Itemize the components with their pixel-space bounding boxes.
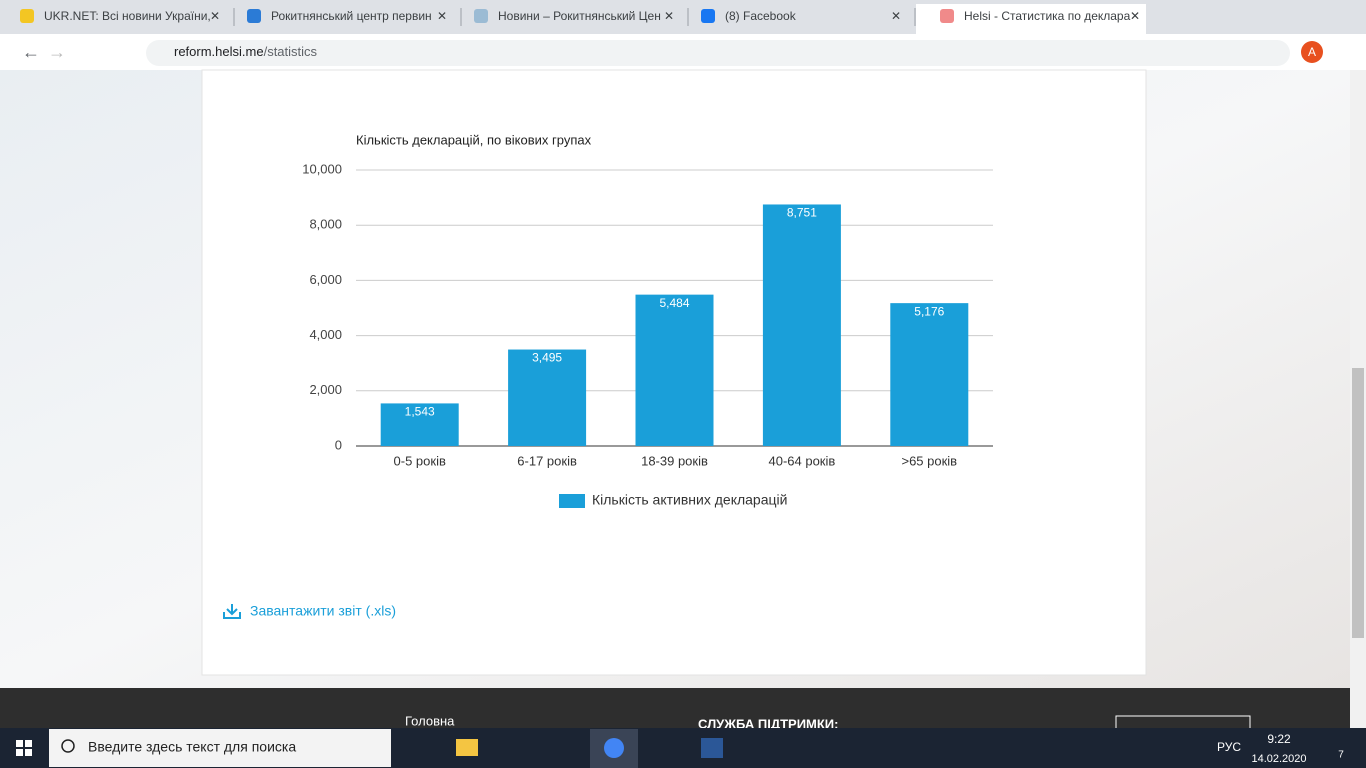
legend-label: Кількість активних декларацій [592,492,787,508]
clock-date[interactable]: 14.02.2020 [1251,753,1306,765]
search-icon [61,739,75,753]
x-tick-label: >65 років [901,453,957,468]
tab-title[interactable]: Рокитнянський центр первин [271,9,432,23]
forward-button[interactable]: → [48,42,66,62]
footer-support: СЛУЖБА ПІДТРИМКИ: [698,716,838,731]
explorer-icon[interactable] [456,739,478,756]
footer [0,688,1350,728]
x-tick-label: 0-5 років [394,453,446,468]
notification-count[interactable]: 7 [1338,750,1344,761]
footer-nav[interactable]: Головна [405,713,455,728]
clock-time[interactable]: 9:22 [1267,732,1291,746]
x-tick-label: 18-39 років [641,453,708,468]
bar [762,204,841,446]
x-tick-label: 40-64 років [768,453,835,468]
y-tick-label: 10,000 [302,161,342,176]
search-box[interactable] [49,729,391,767]
scroll-thumb[interactable] [1352,368,1364,638]
back-button[interactable]: ← [22,42,40,62]
y-tick-label: 8,000 [309,217,342,232]
search-text[interactable]: Введите здесь текст для поиска [88,739,296,755]
tab-icon[interactable] [20,9,34,23]
bar [890,303,969,446]
tab-icon[interactable] [247,9,261,23]
x-tick-label: 6-17 років [517,453,577,468]
bar [635,294,714,446]
start-button[interactable] [16,740,32,756]
tab[interactable] [916,4,1146,34]
tab-close[interactable]: ✕ [210,9,220,23]
data-label: 8,751 [787,206,817,220]
omnibox[interactable] [146,40,1290,66]
bar [380,403,459,446]
tab-close[interactable]: ✕ [664,9,674,23]
legend-swatch [559,494,585,508]
tab-close[interactable]: ✕ [437,9,447,23]
profile-letter[interactable]: A [1308,45,1316,59]
tab-title[interactable]: (8) Facebook [725,9,797,23]
bar [508,349,587,446]
tab-title[interactable]: Новини – Рокитнянський Цен [498,9,661,23]
url-host[interactable]: reform.helsi.me/statistics [174,44,318,59]
tab-icon[interactable] [474,9,488,23]
tab-icon[interactable] [940,9,954,23]
data-label: 3,495 [532,351,562,365]
chrome-icon[interactable] [604,738,624,758]
y-tick-label: 4,000 [309,327,342,342]
profile-avatar[interactable] [1301,41,1323,63]
word-icon[interactable] [701,738,723,758]
download-link[interactable]: Завантажити звіт (.xls) [250,603,396,619]
data-label: 5,176 [914,304,944,318]
tab-title[interactable]: Helsi - Статистика по деклара [964,9,1131,23]
chart-title: Кількість декларацій, по вікових групах [356,132,592,147]
data-label: 5,484 [659,296,689,310]
y-tick-label: 2,000 [309,382,342,397]
download-icon[interactable] [223,604,241,619]
tab-close[interactable]: ✕ [1130,9,1140,23]
tab-icon[interactable] [701,9,715,23]
tab-close[interactable]: ✕ [891,9,901,23]
tab-title[interactable]: UKR.NET: Всі новини України, [44,9,211,23]
lang[interactable]: РУС [1217,740,1241,754]
y-tick-label: 6,000 [309,272,342,287]
data-label: 1,543 [405,405,435,419]
y-tick-label: 0 [335,437,342,452]
